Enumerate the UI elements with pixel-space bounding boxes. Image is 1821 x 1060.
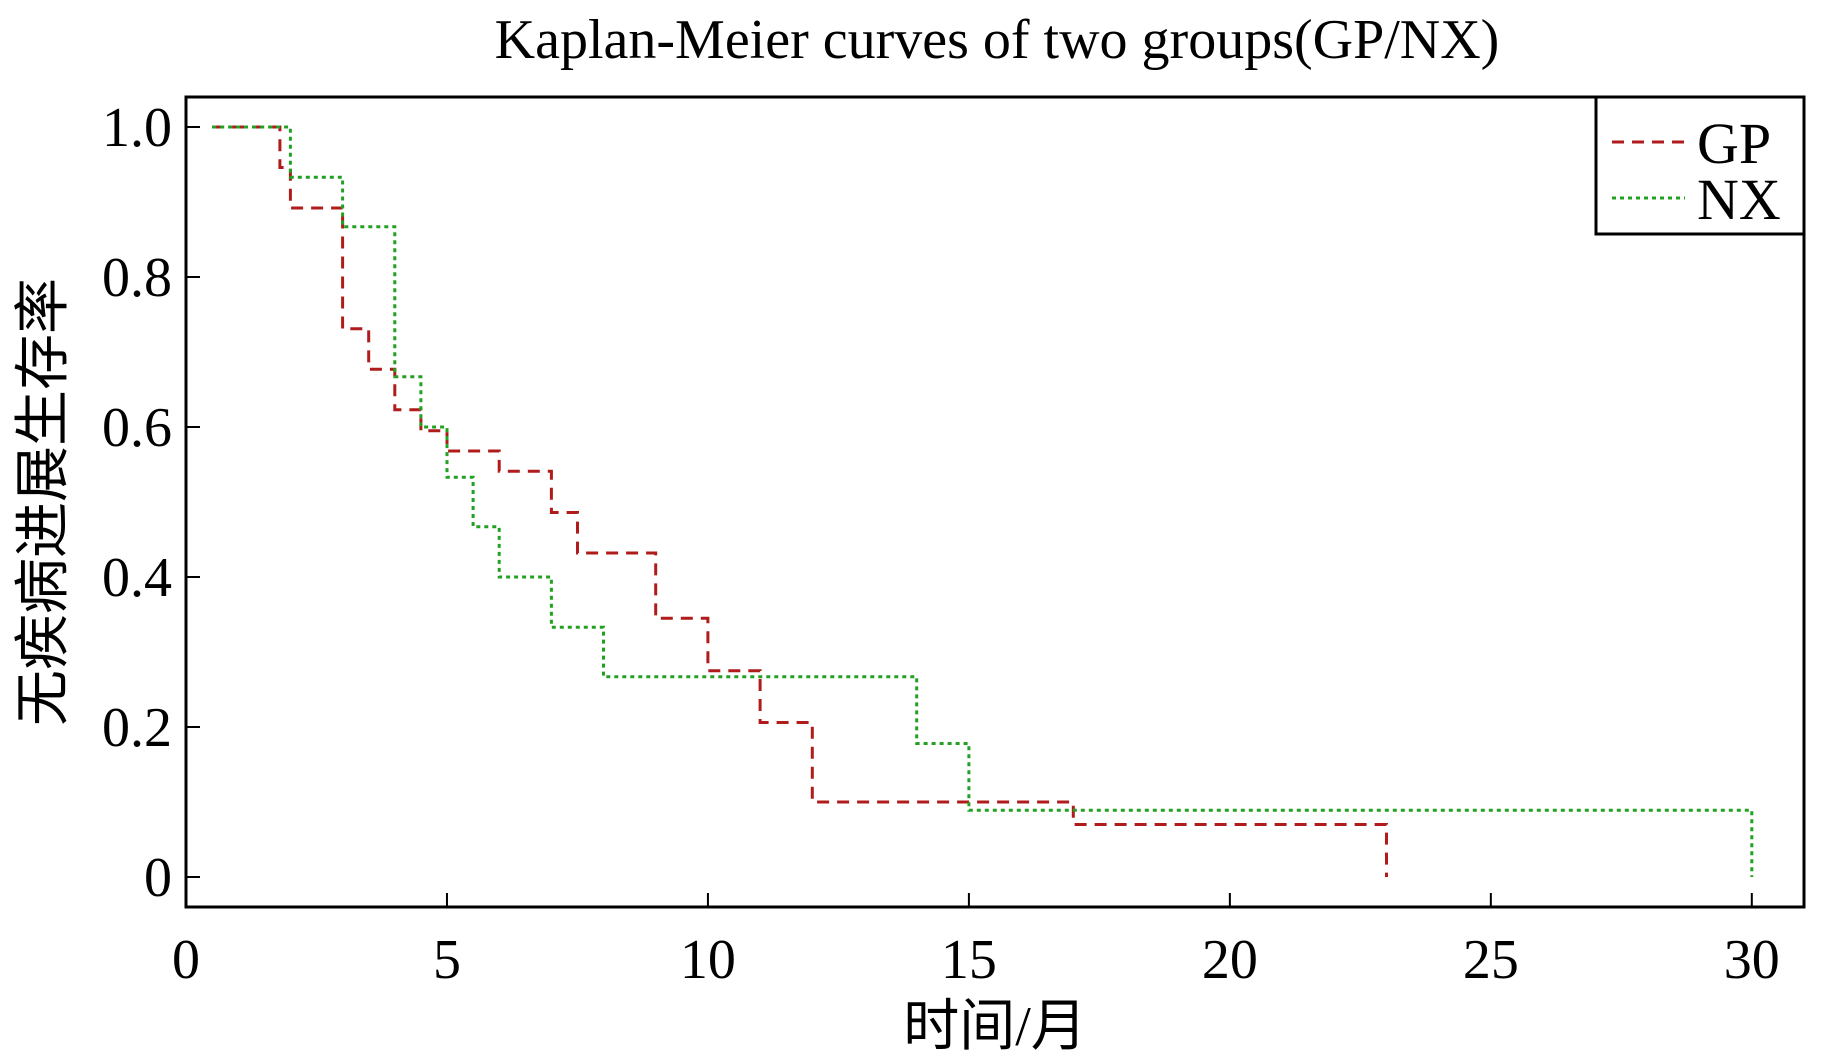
y-tick-label: 1.0 (102, 97, 172, 159)
y-tick-label: 0.8 (102, 247, 172, 309)
x-tick-label: 25 (1463, 929, 1519, 991)
plot-frame (184, 95, 1806, 909)
legend-box (1594, 95, 1806, 236)
x-axis-label: 时间/月 (903, 996, 1087, 1058)
x-axis-ticks: 0 5 10 15 20 25 30 (172, 893, 1780, 991)
series-line-gp (212, 125, 1388, 877)
series-line-nx (212, 125, 1754, 877)
series-layer (212, 125, 1754, 877)
x-tick-label: 0 (172, 929, 200, 991)
y-axis-ticks: 0 0.2 0.4 0.6 0.8 1.0 (102, 97, 200, 909)
legend-label-nx: NX (1697, 167, 1781, 232)
chart-title: Kaplan-Meier curves of two groups(GP/NX) (495, 9, 1500, 71)
x-tick-label: 10 (680, 929, 736, 991)
y-tick-label: 0 (144, 847, 172, 909)
x-tick-label: 15 (941, 929, 997, 991)
x-tick-label: 5 (433, 929, 461, 991)
y-tick-label: 0.6 (102, 397, 172, 459)
x-tick-label: 20 (1202, 929, 1258, 991)
legend-label-gp: GP (1697, 111, 1771, 176)
y-axis-label: 无疾病进展生存率 (13, 278, 75, 726)
y-tick-label: 0.4 (102, 547, 172, 609)
y-tick-label: 0.2 (102, 697, 172, 759)
legend: GP NX (1594, 95, 1806, 236)
x-tick-label: 30 (1724, 929, 1780, 991)
